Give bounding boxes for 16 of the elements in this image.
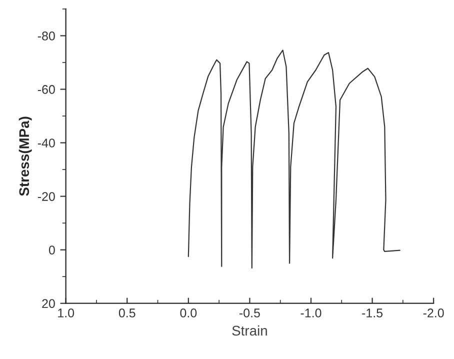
y-tick-label: 20 xyxy=(42,299,55,308)
x-tick-label: -1.5 xyxy=(362,308,383,318)
y-tick-label: -80 xyxy=(38,32,55,40)
y-tick-label: -40 xyxy=(38,138,55,148)
x-axis-title: Strain xyxy=(232,325,267,336)
y-axis-title: Stress(MPa) xyxy=(18,116,32,196)
x-tick-label: 0.5 xyxy=(118,308,136,318)
y-tick-label: 0 xyxy=(48,246,55,254)
y-tick-label: -20 xyxy=(38,192,55,201)
y-tick-label: -60 xyxy=(38,85,55,94)
x-tick-label: -0.5 xyxy=(239,308,260,318)
line-series xyxy=(188,50,400,269)
x-tick-label: 1.0 xyxy=(58,308,74,318)
x-tick-label: 0.0 xyxy=(180,308,197,318)
x-tick-label: -1.0 xyxy=(300,308,322,318)
x-tick-label: -2.0 xyxy=(423,308,444,318)
